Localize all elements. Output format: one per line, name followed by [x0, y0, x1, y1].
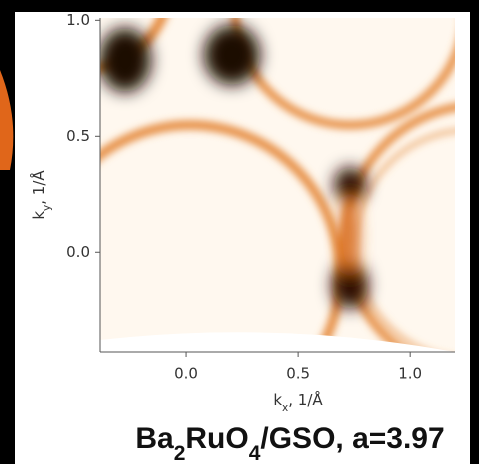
text-part: RuO [185, 422, 248, 455]
text-part: /GSO, a=3.97 [260, 422, 444, 455]
intensity-map [100, 18, 455, 352]
text-part: , 1/Å [29, 170, 48, 205]
x-tick-label: 1.0 [398, 365, 422, 383]
chart-title: Ba2RuO4/GSO, a=3.97 [135, 422, 444, 464]
y-tick-label: 0.5 [66, 127, 90, 145]
text-part: x [282, 402, 288, 414]
text-part: Ba [135, 422, 174, 455]
x-axis-label: kx, 1/Å [273, 390, 323, 414]
edge-artifact [0, 70, 14, 170]
y-tick-label: 1.0 [66, 11, 90, 29]
text-part: y [41, 205, 53, 211]
text-part: , 1/Å [288, 390, 323, 409]
text-part: k [273, 391, 282, 409]
y-axis-label: ky, 1/Å [29, 170, 53, 220]
text-part: k [30, 211, 48, 220]
x-tick-label: 0.5 [286, 365, 310, 383]
y-tick-label: 0.0 [66, 243, 90, 261]
text-part: 2 [174, 442, 186, 464]
text-part: 4 [249, 442, 261, 464]
x-tick-label: 0.0 [174, 365, 198, 383]
